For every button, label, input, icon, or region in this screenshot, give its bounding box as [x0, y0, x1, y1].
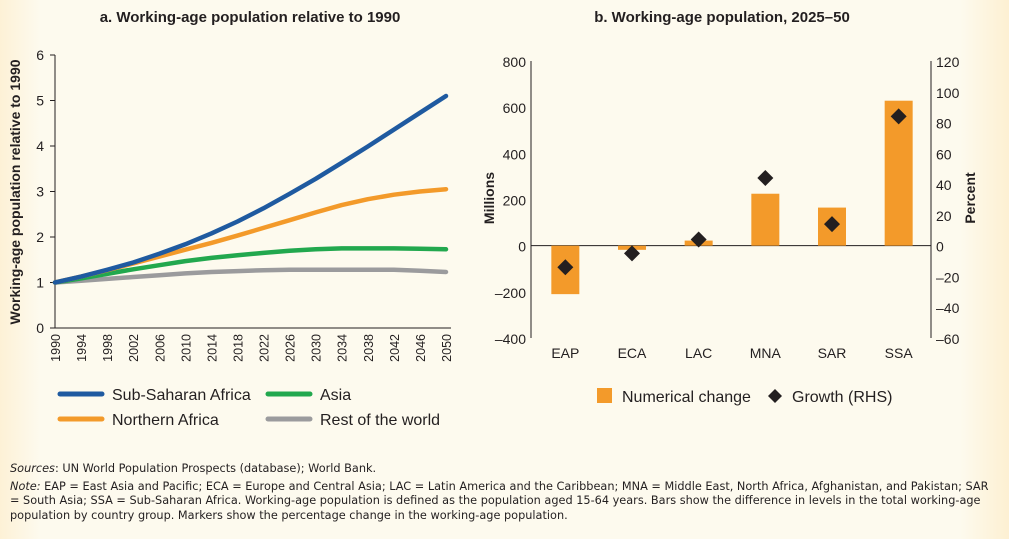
chart-a-y-tick-label: 2 — [36, 229, 44, 245]
chart-b-left-tick-label: 800 — [503, 54, 527, 70]
chart-b-legend: Numerical change Growth (RHS) — [597, 388, 892, 406]
legend-label: Growth (RHS) — [792, 389, 892, 406]
chart-a-y-tick-label: 3 — [36, 184, 44, 200]
chart-b-left-tick-label: 0 — [518, 239, 526, 255]
marker-mna — [757, 169, 774, 186]
chart-b-category-label: SSA — [885, 345, 914, 361]
legend-label: Rest of the world — [320, 412, 440, 429]
note: Note: EAP = East Asia and Pacific; ECA =… — [10, 480, 1000, 524]
chart-b-right-tick-label: 20 — [936, 208, 952, 224]
chart-a-x-tick-label: 2042 — [388, 334, 402, 362]
chart-b-right-tick-label: 40 — [936, 177, 952, 193]
chart-a-y-tick-label: 0 — [36, 320, 44, 336]
chart-a-x-tick-label: 2046 — [414, 334, 428, 362]
chart-b-axes: –400–2000200400600800–60–40–200204060801… — [495, 54, 960, 361]
chart-a-x-tick-label: 2006 — [153, 334, 167, 362]
chart-b-left-tick-label: 200 — [503, 193, 527, 209]
chart-a-y-tick-label: 1 — [36, 275, 44, 291]
marker-eap — [557, 259, 574, 276]
sources-label: Sources — [10, 462, 55, 475]
chart-b-right-tick-label: –20 — [936, 269, 960, 285]
chart-a-x-tick-label: 1998 — [101, 334, 115, 362]
chart-a-x-tick-label: 2010 — [179, 334, 193, 362]
legend-label: Asia — [320, 387, 351, 404]
chart-a-x-tick-label: 2030 — [310, 334, 324, 362]
chart-a-y-tick-label: 5 — [36, 93, 44, 109]
chart-a-legend: Sub-Saharan Africa Northern Africa Asia Res… — [57, 387, 440, 429]
panel-b-bar-chart: b. Working-age population, 2025–50 Milli… — [481, 9, 978, 406]
chart-b-right-tick-label: 100 — [936, 85, 960, 101]
chart-a-x-tick-label: 2034 — [336, 334, 350, 362]
marker-eca — [624, 245, 640, 262]
panel-a-line-chart: a. Working-age population relative to 19… — [7, 9, 454, 429]
legend-swatch-diamond — [768, 389, 782, 403]
legend-label: Northern Africa — [112, 412, 219, 429]
note-text: EAP = East Asia and Pacific; ECA = Europ… — [10, 479, 989, 522]
chart-b-right-axis-label: Percent — [962, 172, 978, 224]
chart-a-axes: 0 1 2 3 4 5 6 1990 1994 1998 2002 2006 2010 2014 2018 2… — [36, 47, 454, 362]
chart-b-right-tick-label: 80 — [936, 116, 952, 132]
chart-b-category-label: ECA — [618, 345, 647, 361]
chart-b-left-tick-label: 400 — [503, 146, 527, 162]
chart-b-left-tick-label: –200 — [495, 285, 526, 301]
chart-a-title: a. Working-age population relative to 19… — [100, 9, 401, 26]
bar-ssa — [884, 100, 913, 246]
chart-a-y-axis-label: Working-age population relative to 1990 — [7, 59, 23, 324]
series-line-sub-saharan-africa — [52, 93, 449, 285]
chart-b-left-axis-label: Millions — [481, 172, 497, 224]
note-label: Note: — [10, 479, 41, 493]
chart-b-left-tick-label: –400 — [495, 331, 526, 347]
chart-a-x-tick-label: 1990 — [49, 334, 63, 362]
legend-label: Numerical change — [622, 389, 751, 406]
chart-a-x-tick-label: 1994 — [75, 334, 89, 362]
chart-b-markers — [557, 108, 907, 276]
chart-b-right-tick-label: –40 — [936, 300, 960, 316]
chart-a-series — [52, 93, 449, 285]
chart-a-y-tick-label: 6 — [36, 47, 44, 63]
legend-swatch-bar — [597, 388, 612, 403]
figure: a. Working-age population relative to 19… — [7, 9, 978, 429]
chart-b-category-label: EAP — [551, 345, 579, 361]
chart-a-x-tick-label: 2002 — [127, 334, 141, 362]
chart-a-x-tick-label: 2038 — [362, 334, 376, 362]
sources-text: : UN World Population Prospects (databas… — [54, 462, 377, 475]
chart-b-left-tick-label: 600 — [503, 100, 527, 116]
marker-ssa — [890, 108, 907, 125]
series-line-rest-of-the-world — [52, 267, 449, 285]
chart-b-category-label: SAR — [818, 345, 847, 361]
marker-sar — [824, 216, 840, 233]
chart-b-right-tick-label: 60 — [936, 146, 952, 162]
chart-b-right-tick-label: 120 — [936, 54, 960, 70]
chart-a-x-tick-label: 2026 — [284, 334, 298, 362]
bar-mna — [751, 193, 780, 246]
chart-b-title: b. Working-age population, 2025–50 — [594, 9, 850, 26]
chart-b-bars — [551, 100, 913, 295]
chart-a-y-tick-label: 4 — [36, 138, 44, 154]
chart-b-right-tick-label: –60 — [936, 331, 960, 347]
sources-note: Sources: UN World Population Prospects (… — [10, 462, 1000, 477]
legend-label: Sub-Saharan Africa — [112, 387, 251, 404]
chart-a-x-tick-label: 2022 — [258, 334, 272, 362]
series-line-asia — [52, 246, 449, 285]
footnotes: Sources: UN World Population Prospects (… — [10, 462, 1000, 526]
chart-a-x-tick-label: 2050 — [440, 334, 454, 362]
chart-b-category-label: LAC — [685, 345, 712, 361]
chart-a-x-tick-label: 2014 — [205, 334, 219, 362]
chart-b-category-label: MNA — [750, 345, 782, 361]
chart-b-right-tick-label: 0 — [936, 239, 944, 255]
chart-a-x-tick-label: 2018 — [231, 334, 245, 362]
marker-lac — [690, 231, 707, 248]
